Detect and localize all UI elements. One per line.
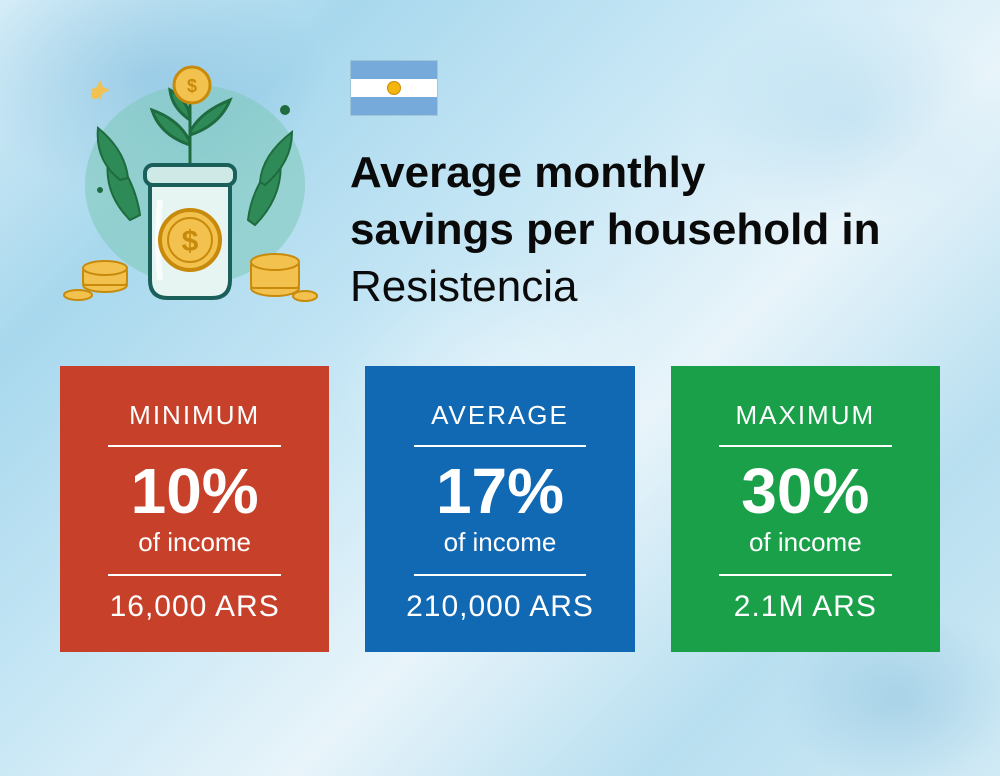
divider — [108, 574, 281, 576]
title-line1: Average monthly — [350, 148, 705, 197]
card-label: MINIMUM — [129, 400, 260, 431]
argentina-flag-icon — [350, 60, 438, 116]
card-minimum: MINIMUM 10% of income 16,000 ARS — [60, 366, 329, 652]
card-sub: of income — [444, 527, 557, 558]
header: $ $ Average monthly savings per househol… — [0, 0, 1000, 346]
divider — [719, 445, 892, 447]
title-block: Average monthly savings per household in… — [350, 50, 940, 316]
card-sub: of income — [138, 527, 251, 558]
card-average: AVERAGE 17% of income 210,000 ARS — [365, 366, 634, 652]
title-city: Resistencia — [350, 262, 577, 311]
stat-cards: MINIMUM 10% of income 16,000 ARS AVERAGE… — [0, 346, 1000, 702]
svg-text:$: $ — [187, 76, 197, 96]
title-line2: savings per household in — [350, 205, 881, 254]
divider — [414, 445, 587, 447]
page-title: Average monthly savings per household in… — [350, 144, 940, 316]
card-label: AVERAGE — [431, 400, 569, 431]
card-sub: of income — [749, 527, 862, 558]
card-amount: 2.1M ARS — [734, 590, 877, 624]
divider — [108, 445, 281, 447]
card-amount: 16,000 ARS — [110, 590, 280, 624]
savings-illustration: $ $ — [60, 50, 320, 310]
svg-text:$: $ — [182, 225, 199, 258]
card-amount: 210,000 ARS — [406, 590, 594, 624]
divider — [414, 574, 587, 576]
divider — [719, 574, 892, 576]
card-percent: 17% — [436, 459, 564, 523]
card-percent: 30% — [741, 459, 869, 523]
card-percent: 10% — [131, 459, 259, 523]
card-label: MAXIMUM — [735, 400, 875, 431]
card-maximum: MAXIMUM 30% of income 2.1M ARS — [671, 366, 940, 652]
